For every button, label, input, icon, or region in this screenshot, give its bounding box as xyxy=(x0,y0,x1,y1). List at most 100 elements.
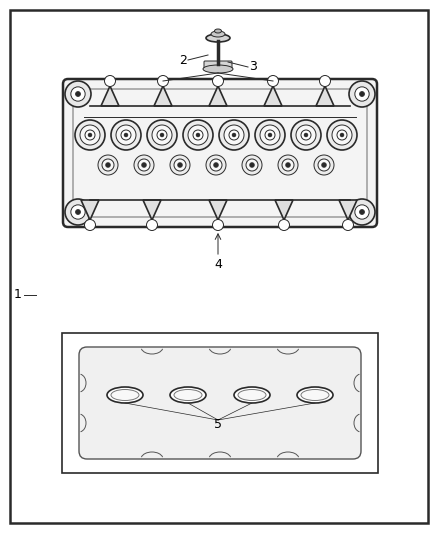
Circle shape xyxy=(170,155,190,175)
Circle shape xyxy=(75,92,81,96)
Circle shape xyxy=(279,220,290,230)
Circle shape xyxy=(206,155,226,175)
FancyBboxPatch shape xyxy=(79,347,361,459)
Ellipse shape xyxy=(234,387,270,403)
Circle shape xyxy=(183,120,213,150)
Circle shape xyxy=(255,120,285,150)
Polygon shape xyxy=(316,86,334,106)
Circle shape xyxy=(250,163,254,167)
Ellipse shape xyxy=(111,390,139,400)
Polygon shape xyxy=(209,200,227,220)
Circle shape xyxy=(304,133,308,137)
Circle shape xyxy=(146,220,158,230)
Ellipse shape xyxy=(206,34,230,42)
Circle shape xyxy=(349,199,375,225)
Circle shape xyxy=(111,120,141,150)
Ellipse shape xyxy=(238,390,266,400)
Circle shape xyxy=(71,205,85,219)
Polygon shape xyxy=(143,200,161,220)
Circle shape xyxy=(106,163,110,167)
Circle shape xyxy=(360,209,364,214)
Circle shape xyxy=(278,155,298,175)
Circle shape xyxy=(321,163,326,167)
Circle shape xyxy=(124,133,128,137)
Circle shape xyxy=(134,155,154,175)
Polygon shape xyxy=(101,86,119,106)
Circle shape xyxy=(75,209,81,214)
Ellipse shape xyxy=(297,387,333,403)
Circle shape xyxy=(141,163,146,167)
Circle shape xyxy=(286,163,290,167)
Circle shape xyxy=(121,130,131,140)
Circle shape xyxy=(314,155,334,175)
Circle shape xyxy=(229,130,239,140)
Circle shape xyxy=(85,220,95,230)
Text: 1: 1 xyxy=(14,288,22,302)
Circle shape xyxy=(355,87,369,101)
Circle shape xyxy=(268,76,279,86)
Circle shape xyxy=(160,133,164,137)
Circle shape xyxy=(219,120,249,150)
Circle shape xyxy=(213,163,219,167)
Circle shape xyxy=(116,125,136,145)
Circle shape xyxy=(147,120,177,150)
FancyBboxPatch shape xyxy=(63,79,377,227)
Circle shape xyxy=(188,125,208,145)
Circle shape xyxy=(242,155,262,175)
Circle shape xyxy=(340,133,344,137)
Circle shape xyxy=(337,130,347,140)
Circle shape xyxy=(157,130,167,140)
Circle shape xyxy=(260,125,280,145)
Circle shape xyxy=(88,133,92,137)
Circle shape xyxy=(158,76,169,86)
Circle shape xyxy=(177,163,183,167)
Circle shape xyxy=(65,81,91,107)
Circle shape xyxy=(265,130,275,140)
Ellipse shape xyxy=(170,387,206,403)
Polygon shape xyxy=(339,200,357,220)
Text: 4: 4 xyxy=(214,259,222,271)
Circle shape xyxy=(71,87,85,101)
Ellipse shape xyxy=(301,390,329,400)
Circle shape xyxy=(212,220,223,230)
Polygon shape xyxy=(275,200,293,220)
Text: 5: 5 xyxy=(214,418,222,432)
Polygon shape xyxy=(81,200,99,220)
Circle shape xyxy=(349,81,375,107)
Ellipse shape xyxy=(174,390,202,400)
Circle shape xyxy=(138,159,150,171)
Circle shape xyxy=(102,159,114,171)
Polygon shape xyxy=(154,86,172,106)
Text: 2: 2 xyxy=(179,53,187,67)
Circle shape xyxy=(80,125,100,145)
Circle shape xyxy=(224,125,244,145)
Circle shape xyxy=(246,159,258,171)
Ellipse shape xyxy=(203,65,233,73)
Bar xyxy=(62,333,378,473)
Text: 3: 3 xyxy=(249,61,257,74)
Circle shape xyxy=(212,76,223,86)
Circle shape xyxy=(232,133,236,137)
Circle shape xyxy=(343,220,353,230)
Circle shape xyxy=(210,159,222,171)
Ellipse shape xyxy=(211,31,225,37)
Circle shape xyxy=(282,159,294,171)
Circle shape xyxy=(196,133,200,137)
Circle shape xyxy=(65,199,91,225)
Ellipse shape xyxy=(215,29,222,33)
Circle shape xyxy=(360,92,364,96)
Circle shape xyxy=(332,125,352,145)
Circle shape xyxy=(105,76,116,86)
Polygon shape xyxy=(264,86,282,106)
Circle shape xyxy=(319,76,331,86)
Circle shape xyxy=(291,120,321,150)
Circle shape xyxy=(98,155,118,175)
Circle shape xyxy=(301,130,311,140)
Circle shape xyxy=(355,205,369,219)
Circle shape xyxy=(174,159,186,171)
Circle shape xyxy=(268,133,272,137)
FancyBboxPatch shape xyxy=(204,61,232,70)
Circle shape xyxy=(296,125,316,145)
Circle shape xyxy=(193,130,203,140)
Circle shape xyxy=(152,125,172,145)
